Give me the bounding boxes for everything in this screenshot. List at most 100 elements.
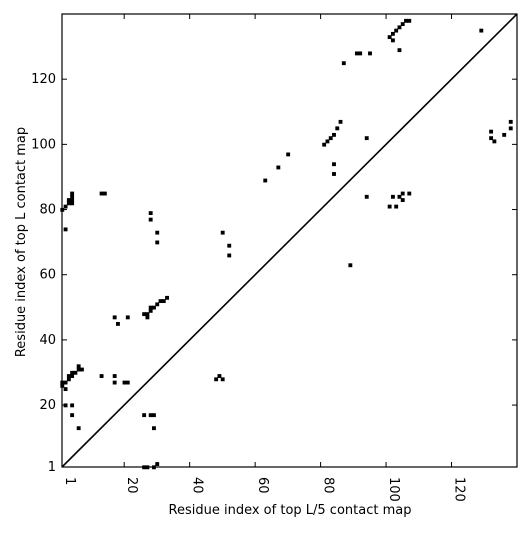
x-tick-label: 100 xyxy=(386,477,401,502)
x-tick-label: 1 xyxy=(62,477,77,485)
diagonal-line xyxy=(61,13,518,468)
contact-point xyxy=(145,312,150,317)
contact-point xyxy=(508,119,513,124)
contact-point xyxy=(276,165,281,170)
contact-point xyxy=(125,315,130,320)
contact-point xyxy=(338,119,343,124)
contact-point xyxy=(70,370,75,375)
contact-point xyxy=(332,132,336,137)
contact-point xyxy=(155,302,160,307)
contact-point xyxy=(99,374,104,378)
contact-point xyxy=(125,380,130,385)
contact-point xyxy=(145,315,150,320)
y-tick-label: 100 xyxy=(31,137,56,152)
contact-point xyxy=(152,426,156,431)
contact-point xyxy=(76,367,81,372)
contact-point xyxy=(220,377,225,382)
y-tick-label: 120 xyxy=(31,72,56,87)
contact-point xyxy=(508,126,513,131)
contact-point xyxy=(217,374,222,378)
contact-point xyxy=(328,136,333,141)
contact-point xyxy=(397,48,402,53)
contact-point xyxy=(63,380,68,385)
x-tick-label: 40 xyxy=(190,477,205,494)
contact-point xyxy=(70,403,75,408)
contact-point xyxy=(397,25,402,30)
x-axis-ticks: 1 20 40 60 80 100 120 xyxy=(61,14,467,502)
contact-point xyxy=(112,315,117,320)
contact-point xyxy=(122,380,127,385)
contact-point xyxy=(489,129,494,134)
contact-point xyxy=(322,142,327,147)
contact-point xyxy=(63,204,68,209)
contact-point xyxy=(80,367,84,372)
contact-point xyxy=(214,377,219,382)
contact-point xyxy=(99,191,104,196)
contact-point xyxy=(63,227,68,232)
contact-point xyxy=(148,413,153,418)
contact-point xyxy=(332,172,336,176)
contact-point xyxy=(394,204,399,209)
contact-point xyxy=(387,204,392,209)
y-tick-label: 1 xyxy=(48,460,56,475)
contact-point xyxy=(332,162,336,167)
plot-frame xyxy=(61,13,518,468)
contact-point xyxy=(148,305,153,310)
contact-point xyxy=(70,374,75,378)
contact-marks xyxy=(60,18,513,470)
contact-point xyxy=(354,51,359,56)
contact-point xyxy=(112,374,117,378)
contact-point xyxy=(66,377,71,382)
contact-point xyxy=(155,240,160,245)
contact-point xyxy=(76,426,81,431)
contact-point xyxy=(76,364,81,369)
contact-point xyxy=(368,51,372,56)
contact-point xyxy=(165,295,169,300)
contact-point xyxy=(227,243,232,248)
contact-point xyxy=(400,22,405,27)
contact-point xyxy=(158,299,163,304)
x-tick-label: 20 xyxy=(124,477,139,494)
contact-point xyxy=(364,136,369,141)
contact-point xyxy=(400,198,405,202)
contact-point xyxy=(152,305,156,310)
contact-point xyxy=(407,191,412,196)
contact-point xyxy=(142,312,147,317)
contact-point xyxy=(155,230,160,235)
contact-point xyxy=(116,321,120,326)
contact-point xyxy=(404,18,408,23)
contact-point xyxy=(73,370,78,375)
contact-point xyxy=(66,374,71,378)
contact-point xyxy=(66,201,71,206)
contact-point xyxy=(479,28,484,33)
contact-point xyxy=(142,413,147,418)
contact-point xyxy=(70,194,75,199)
x-tick-label: 60 xyxy=(255,477,270,494)
contact-point xyxy=(364,194,369,199)
contact-point xyxy=(358,51,363,56)
y-tick-label: 80 xyxy=(39,203,56,218)
contact-point xyxy=(161,299,166,304)
contact-point xyxy=(148,308,153,313)
x-tick-label: 120 xyxy=(452,477,467,502)
contact-point xyxy=(148,217,153,222)
contact-point xyxy=(152,413,156,418)
contact-point xyxy=(394,28,399,33)
contact-point xyxy=(341,61,346,66)
contact-point xyxy=(397,194,402,199)
contact-point xyxy=(70,198,75,202)
y-tick-label: 20 xyxy=(39,398,56,413)
contact-point xyxy=(70,201,75,206)
contact-point xyxy=(112,380,117,385)
contact-point xyxy=(348,263,353,268)
y-tick-label: 40 xyxy=(39,333,56,348)
contact-point xyxy=(102,191,107,196)
contact-point xyxy=(148,211,153,216)
contact-point xyxy=(400,191,405,196)
contact-point xyxy=(155,462,160,466)
contact-point xyxy=(502,132,507,137)
contact-point xyxy=(492,139,497,144)
